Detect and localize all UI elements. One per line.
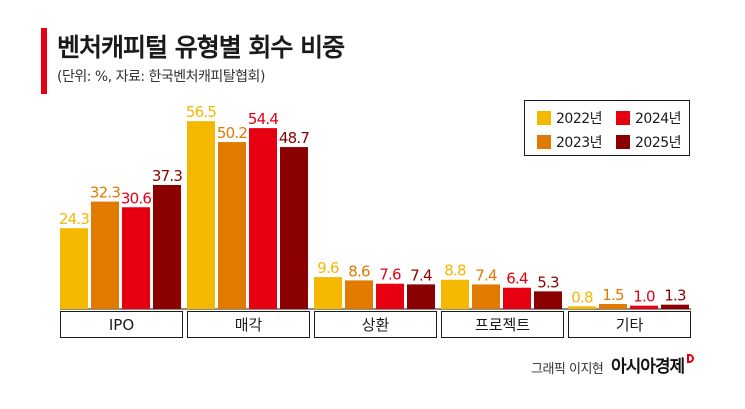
legend-item-2024: 2024년 (616, 108, 682, 128)
data-label-0-0: 24.3 (59, 210, 89, 228)
data-label-1-0: 56.5 (186, 103, 216, 121)
legend-item-2025: 2025년 (616, 132, 682, 152)
bar-4-0 (568, 306, 596, 309)
data-label-4-0: 0.8 (571, 288, 593, 306)
data-label-1-3: 48.7 (279, 129, 309, 147)
data-label-3-0: 8.8 (444, 262, 466, 280)
bar-2-1 (345, 280, 373, 309)
bar-4-2 (630, 305, 658, 309)
category-box-0 (60, 311, 183, 338)
category-label-3: 프로젝트 (475, 316, 530, 334)
legend-swatch-2025 (616, 135, 630, 149)
chart-subtitle: (단위: %, 자료: 한국벤처캐피탈협회) (57, 69, 265, 85)
category-label-2: 상환 (362, 316, 390, 334)
category-box-1 (187, 311, 310, 338)
data-label-2-2: 7.6 (379, 266, 401, 284)
legend-swatch-2022 (537, 111, 551, 125)
title-accent-bar (41, 28, 47, 94)
bar-0-1 (91, 201, 119, 309)
brand-logo-text: 아시아경제 (611, 357, 685, 377)
bar-3-0 (441, 279, 469, 309)
data-label-0-1: 32.3 (90, 184, 120, 202)
bar-0-2 (122, 207, 150, 309)
category-label-0: IPO (109, 316, 134, 334)
bar-2-2 (376, 283, 404, 309)
bar-4-1 (599, 304, 627, 309)
category-box-4 (568, 311, 691, 338)
bar-1-0 (187, 121, 215, 309)
bar-2-0 (314, 277, 342, 309)
data-label-3-3: 5.3 (537, 273, 559, 291)
category-box-2 (314, 311, 437, 338)
bar-4-3 (661, 304, 689, 309)
legend-item-2022: 2022년 (537, 108, 603, 128)
category-label-1: 매각 (235, 316, 263, 334)
bar-0-3 (153, 184, 181, 309)
category-label-4: 기타 (616, 316, 644, 334)
data-label-4-2: 1.0 (633, 288, 655, 306)
bar-3-2 (503, 287, 531, 309)
legend-label-2022: 2022년 (556, 111, 603, 127)
data-label-0-2: 30.6 (121, 189, 151, 207)
graphic-credit: 그래픽 이지현 (531, 362, 604, 377)
bar-1-1 (218, 142, 246, 309)
data-label-3-2: 6.4 (506, 270, 528, 288)
data-label-2-1: 8.6 (348, 262, 370, 280)
category-box-3 (441, 311, 564, 338)
bar-3-3 (534, 291, 562, 309)
bar-1-3 (280, 147, 308, 309)
legend-label-2025: 2025년 (635, 135, 682, 151)
bar-0-0 (60, 228, 88, 309)
data-label-2-3: 7.4 (410, 266, 432, 284)
legend-item-2023: 2023년 (537, 132, 603, 152)
data-label-4-1: 1.5 (602, 286, 624, 304)
data-label-4-3: 1.3 (664, 287, 686, 305)
data-label-0-3: 37.3 (152, 167, 182, 185)
data-label-3-1: 7.4 (475, 266, 497, 284)
chart-legend: 2022년 2024년 2023년 2025년 (524, 100, 690, 156)
legend-label-2024: 2024년 (635, 111, 682, 127)
data-label-2-0: 9.6 (317, 259, 339, 277)
brand-mark-icon (687, 354, 694, 363)
chart-title: 벤처캐피털 유형별 회수 비중 (57, 33, 345, 62)
data-label-1-2: 54.4 (248, 110, 278, 128)
legend-swatch-2023 (537, 135, 551, 149)
bar-1-2 (249, 128, 277, 309)
legend-label-2023: 2023년 (556, 135, 603, 151)
legend-swatch-2024 (616, 111, 630, 125)
data-label-1-1: 50.2 (217, 124, 247, 142)
bar-2-3 (407, 284, 435, 309)
bar-3-1 (472, 284, 500, 309)
